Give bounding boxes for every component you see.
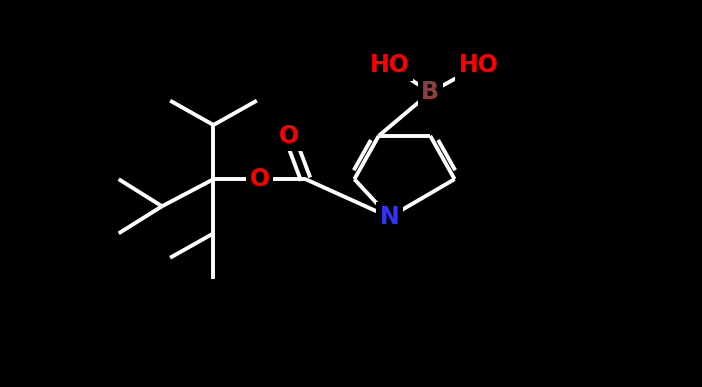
Text: HO: HO [459,53,499,77]
Text: HO: HO [370,53,409,77]
Text: B: B [421,80,439,104]
Text: O: O [249,167,270,191]
Text: N: N [380,205,399,229]
Text: O: O [279,124,300,148]
